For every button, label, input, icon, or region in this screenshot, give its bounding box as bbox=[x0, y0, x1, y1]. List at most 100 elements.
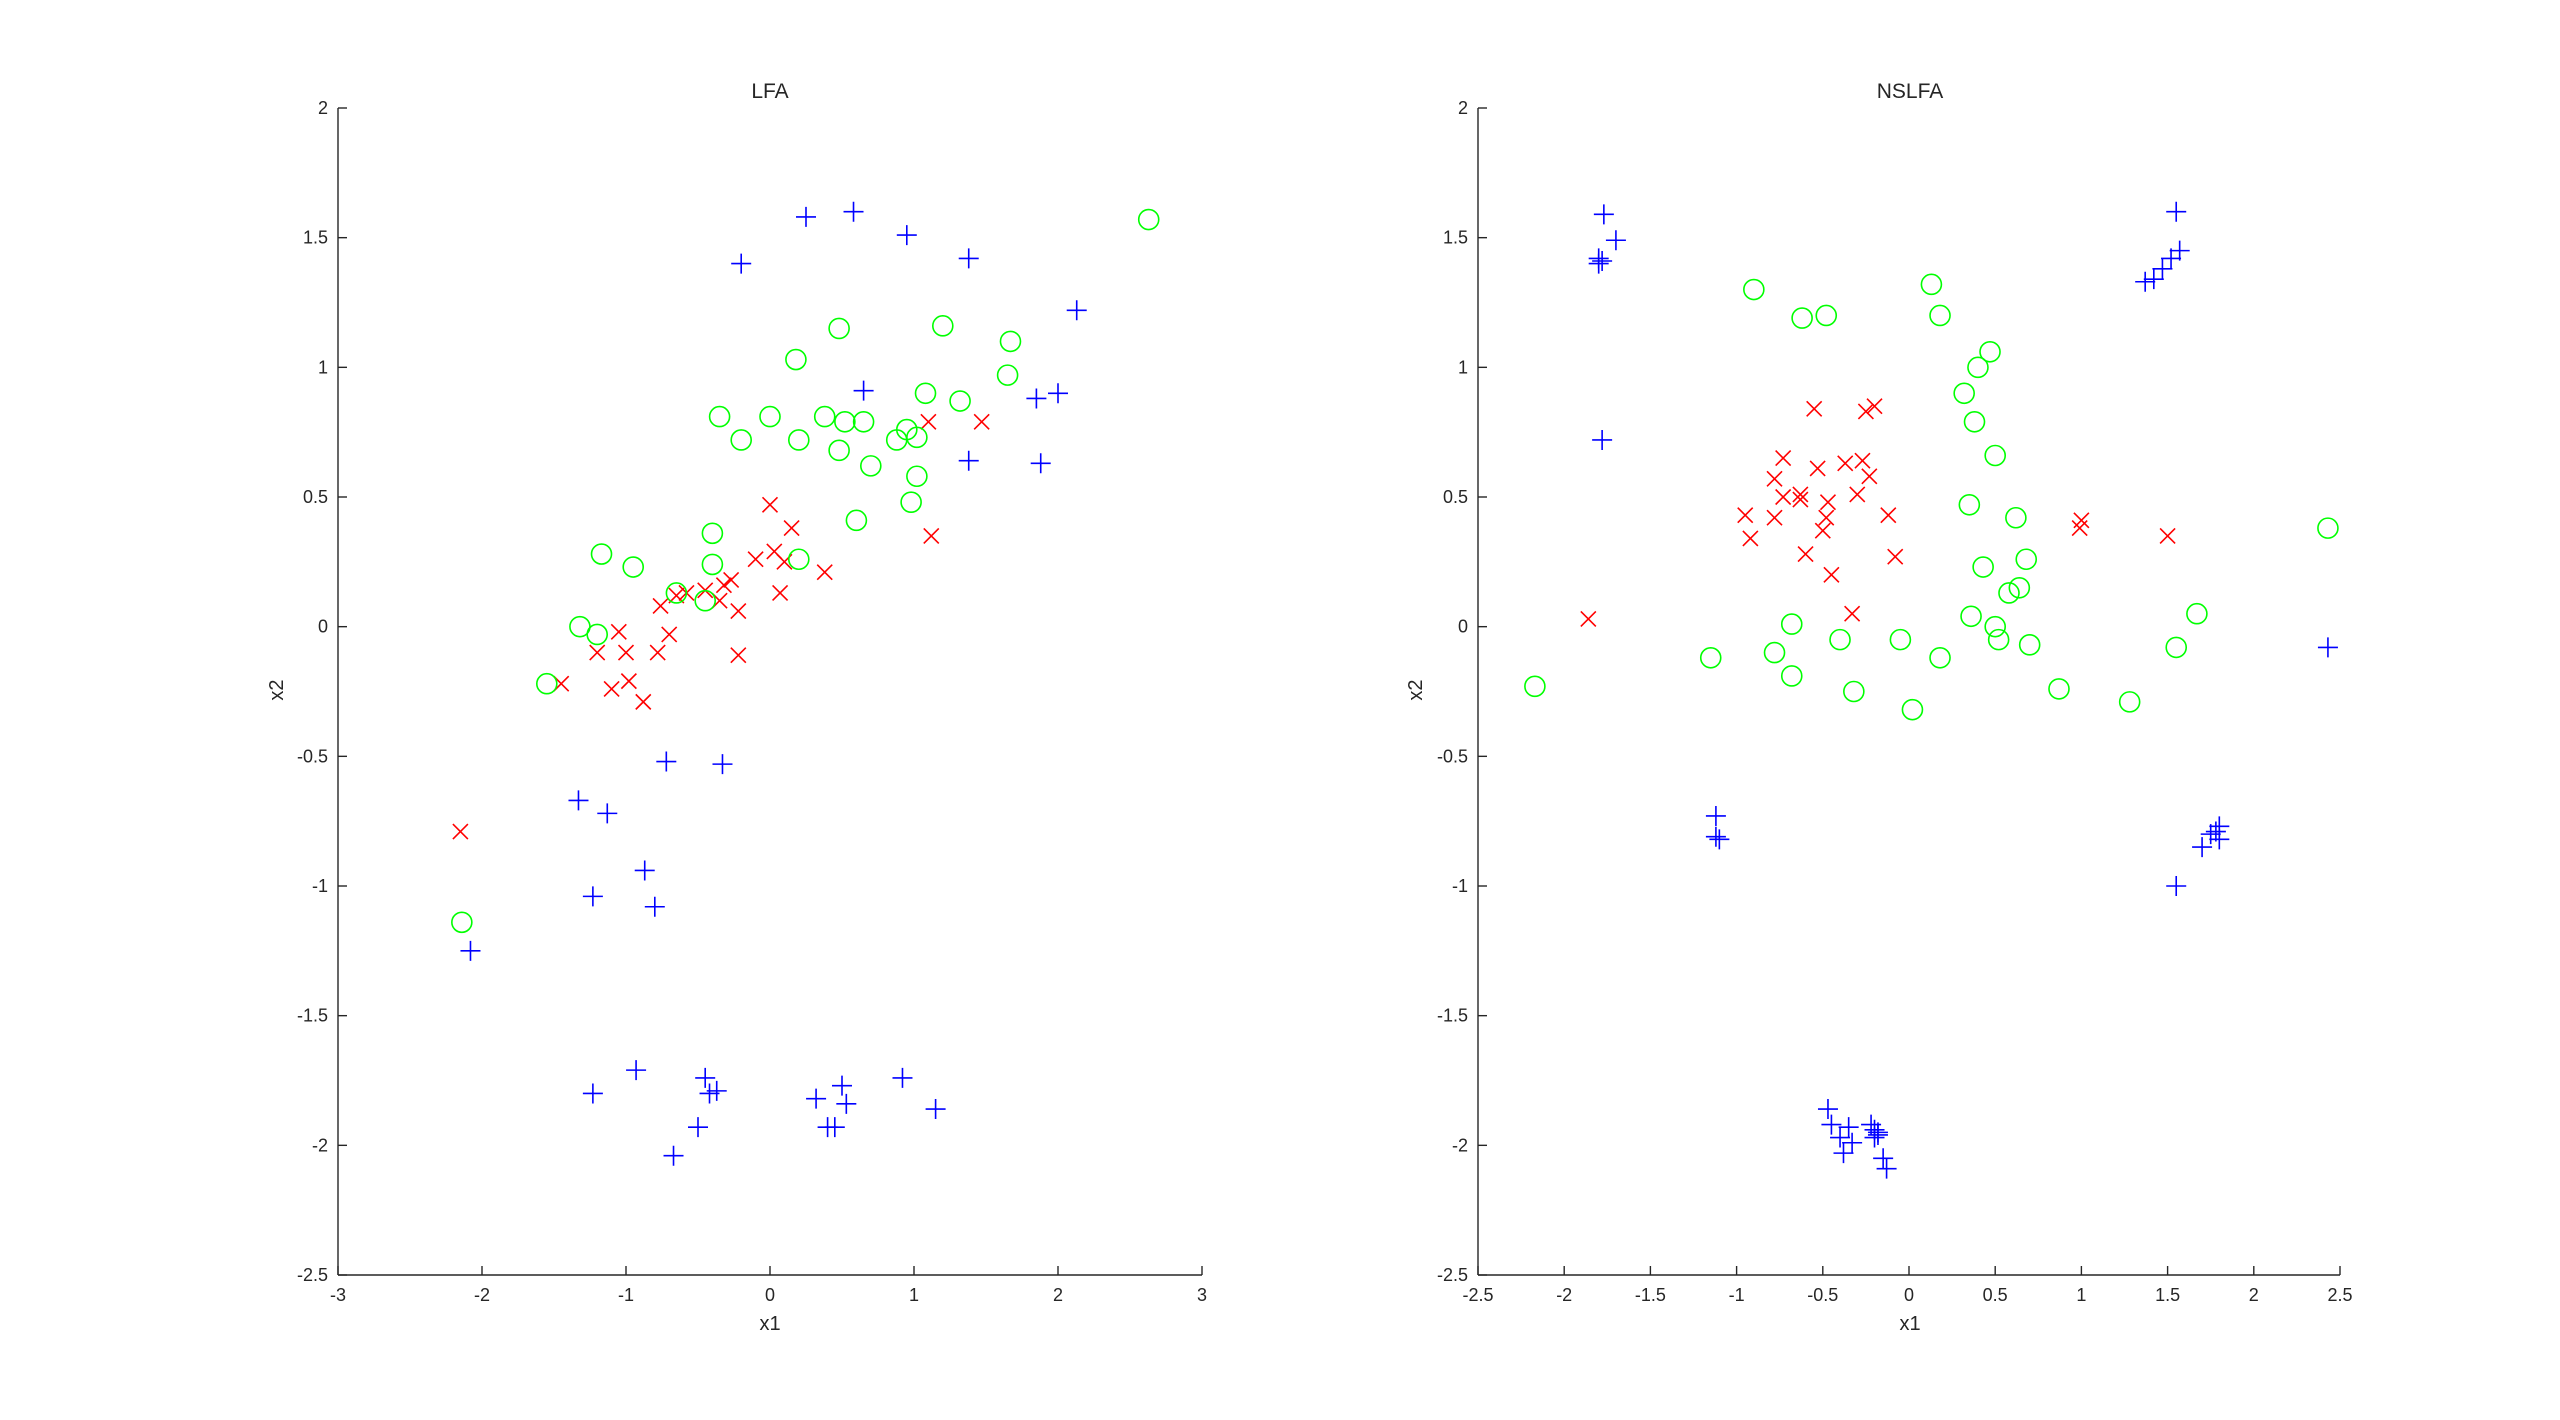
plus-marker bbox=[460, 940, 481, 961]
circle-marker bbox=[1901, 698, 1924, 721]
plus-marker bbox=[688, 1117, 708, 1138]
plus-marker bbox=[2169, 240, 2190, 261]
cross-marker bbox=[1775, 450, 1792, 467]
cross-marker bbox=[816, 564, 833, 581]
x-tick-label: -2 bbox=[474, 1285, 490, 1305]
y-tick-label: 1 bbox=[318, 357, 328, 377]
plus-marker bbox=[1864, 1127, 1885, 1148]
circle-marker bbox=[1963, 410, 1986, 433]
plus-marker bbox=[2166, 876, 2187, 896]
cross-marker bbox=[1866, 398, 1883, 415]
circle-marker bbox=[1979, 340, 2001, 363]
cross-marker bbox=[2159, 527, 2176, 544]
plus-marker bbox=[925, 1099, 946, 1120]
circle-marker bbox=[1958, 493, 1981, 516]
plus-marker bbox=[2192, 837, 2213, 858]
cross-marker bbox=[1766, 509, 1783, 526]
plus-marker bbox=[1605, 230, 1626, 251]
cross-marker bbox=[1837, 455, 1854, 472]
circle-marker bbox=[914, 382, 937, 405]
cross-marker bbox=[1823, 566, 1840, 583]
y-tick-label: -1.5 bbox=[1437, 1006, 1468, 1026]
plus-marker bbox=[2161, 248, 2182, 269]
cross-marker bbox=[635, 693, 652, 710]
plus-marker bbox=[2135, 271, 2156, 292]
plus-marker bbox=[1048, 383, 1068, 404]
circle-marker bbox=[1984, 615, 2006, 638]
circle-marker bbox=[852, 410, 875, 433]
circle-marker bbox=[828, 439, 850, 462]
circle-marker bbox=[931, 315, 954, 337]
circle-marker bbox=[1829, 628, 1851, 651]
y-tick-label: -2 bbox=[1452, 1135, 1468, 1155]
cross-marker bbox=[1818, 509, 1835, 526]
circle-marker bbox=[586, 623, 609, 646]
circle-marker bbox=[834, 410, 856, 433]
circle-marker bbox=[1843, 680, 1865, 703]
plus-marker bbox=[1709, 829, 1730, 850]
chart-nslfa: NSLFA x1 x2 -2.5 -2 -1.5 -1 -0.5 0 0.5 1 1.5 2 2.5… bbox=[1405, 80, 2353, 1335]
plus-marker bbox=[1867, 1124, 1888, 1145]
circle-marker bbox=[1960, 605, 1982, 628]
plus-marker bbox=[1592, 251, 1613, 272]
cross-marker bbox=[1849, 486, 1866, 503]
circle-marker bbox=[730, 429, 753, 451]
circle-marker bbox=[1929, 304, 1951, 327]
circle-marker bbox=[759, 405, 781, 428]
plus-marker bbox=[712, 754, 733, 775]
cross-marker bbox=[923, 527, 940, 544]
y-tick-label: -1.5 bbox=[297, 1006, 328, 1026]
circle-marker bbox=[787, 429, 810, 451]
plus-marker bbox=[1817, 1099, 1838, 1120]
circle-marker bbox=[785, 348, 807, 371]
y-axis-label: x2 bbox=[266, 679, 288, 700]
plus-marker bbox=[582, 886, 603, 907]
y-tick-label: -2.5 bbox=[297, 1265, 328, 1285]
cross-marker bbox=[1844, 605, 1861, 622]
circle-marker bbox=[996, 364, 1019, 386]
x-tick-label: 2.5 bbox=[2327, 1285, 2352, 1305]
cross-marker bbox=[747, 551, 764, 568]
cross-marker bbox=[1880, 507, 1897, 524]
y-tick-label: 0.5 bbox=[1443, 487, 1468, 507]
cross-marker bbox=[1854, 452, 1871, 469]
y-tick-label: 0 bbox=[318, 617, 328, 637]
plus-marker bbox=[2317, 637, 2338, 658]
plus-marker bbox=[1876, 1158, 1897, 1179]
plus-marker bbox=[626, 1060, 647, 1081]
circle-marker bbox=[590, 543, 613, 565]
plus-marker bbox=[1833, 1143, 1854, 1164]
plus-marker bbox=[1873, 1148, 1894, 1169]
plus-marker bbox=[1026, 388, 1047, 409]
cross-marker bbox=[452, 823, 469, 840]
cross-marker bbox=[730, 603, 747, 620]
cross-marker bbox=[1806, 400, 1823, 417]
marker-group bbox=[1524, 201, 2339, 1179]
circle-marker bbox=[2118, 691, 2141, 713]
circle-marker bbox=[845, 509, 868, 532]
plus-marker bbox=[892, 1067, 913, 1088]
y-tick-label: -2.5 bbox=[1437, 1265, 1468, 1285]
plus-marker bbox=[843, 201, 864, 222]
plus-marker bbox=[2166, 201, 2187, 222]
plus-marker bbox=[597, 803, 618, 824]
y-tick-label: -0.5 bbox=[1437, 746, 1468, 766]
cross-marker bbox=[715, 577, 732, 594]
x-tick-label: 0 bbox=[1904, 1285, 1914, 1305]
cross-marker bbox=[610, 623, 627, 640]
cross-marker bbox=[617, 644, 635, 661]
plus-marker bbox=[1066, 300, 1087, 321]
circle-marker bbox=[1524, 675, 1546, 698]
circle-marker bbox=[2015, 548, 2038, 571]
cross-marker bbox=[668, 587, 685, 604]
circle-marker bbox=[701, 553, 724, 576]
cross-marker bbox=[1809, 460, 1826, 477]
cross-marker bbox=[1792, 491, 1809, 508]
circle-marker bbox=[1920, 273, 1943, 296]
circle-marker bbox=[1780, 613, 1803, 635]
cross-marker bbox=[2073, 512, 2090, 529]
plus-marker bbox=[634, 860, 655, 881]
circle-marker bbox=[694, 589, 717, 612]
x-tick-label: -0.5 bbox=[1807, 1285, 1838, 1305]
